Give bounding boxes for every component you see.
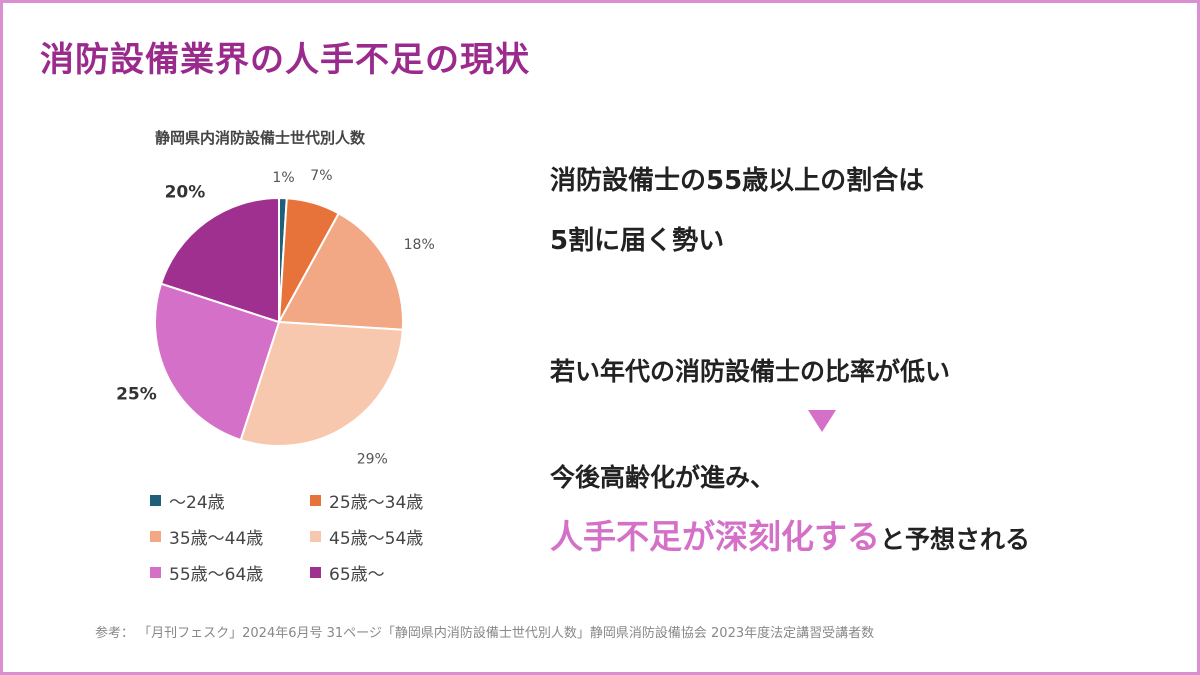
pie-label-2: 18% xyxy=(404,237,435,253)
legend-swatch xyxy=(310,530,321,542)
pie-label-5: 20% xyxy=(165,183,206,203)
legend-label: 35歳〜44歳 xyxy=(169,528,264,549)
legend-item-65-plus: 65歳〜 xyxy=(310,560,470,585)
pie-label-3: 29% xyxy=(357,451,388,467)
pie-label-0: 1% xyxy=(272,170,294,186)
legend-label: 65歳〜 xyxy=(329,564,385,585)
legend-item-35-44: 35歳〜44歳 xyxy=(150,524,310,549)
pie-label-4: 25% xyxy=(116,385,157,405)
legend-swatch xyxy=(310,566,321,578)
legend-label: 55歳〜64歳 xyxy=(169,564,264,585)
message-young-ratio: 若い年代の消防設備士の比率が低い xyxy=(550,357,951,386)
pie-slice-5 xyxy=(159,196,280,324)
legend-item-45-54: 45歳〜54歳 xyxy=(310,524,470,549)
legend-swatch xyxy=(150,494,161,506)
down-arrow-icon xyxy=(808,410,836,432)
legend-label: 〜24歳 xyxy=(169,492,225,513)
message-ratio: 消防設備士の55歳以上の割合は xyxy=(550,166,925,196)
pie-label-1: 7% xyxy=(310,168,332,184)
pie-slice-4 xyxy=(154,282,281,442)
legend-item-under-24: 〜24歳 xyxy=(150,488,310,513)
legend-label: 25歳〜34歳 xyxy=(329,492,424,513)
highlight-text: 人手不足が深刻化する xyxy=(550,517,880,556)
source-footnote: 参考： 「月刊フェスク」2024年6月号 31ページ「静岡県内消防設備士世代別人… xyxy=(95,626,875,641)
pie-slice-2 xyxy=(277,211,404,331)
conclusion-rest: と予想される xyxy=(880,525,1031,554)
message-conclusion: 人手不足が深刻化すると予想される xyxy=(550,510,1030,558)
chart-title: 静岡県内消防設備士世代別人数 xyxy=(155,129,366,147)
legend-label: 45歳〜54歳 xyxy=(329,528,424,549)
legend-item-25-34: 25歳〜34歳 xyxy=(310,488,470,513)
pie-slice-3 xyxy=(239,320,404,447)
slide-title: 消防設備業界の人手不足の現状 xyxy=(40,40,530,80)
pie-chart: 1% 7% 18% 29% 25% 20% xyxy=(116,168,435,467)
message-half: 5割に届く勢い xyxy=(550,226,725,256)
chart-legend: 〜24歳 25歳〜34歳 35歳〜44歳 45歳〜54歳 55歳〜64歳 65歳… xyxy=(150,488,470,585)
legend-swatch xyxy=(310,494,321,506)
legend-swatch xyxy=(150,566,161,578)
legend-swatch xyxy=(150,530,161,542)
legend-item-55-64: 55歳〜64歳 xyxy=(150,560,310,585)
message-aging: 今後高齢化が進み、 xyxy=(550,463,776,492)
